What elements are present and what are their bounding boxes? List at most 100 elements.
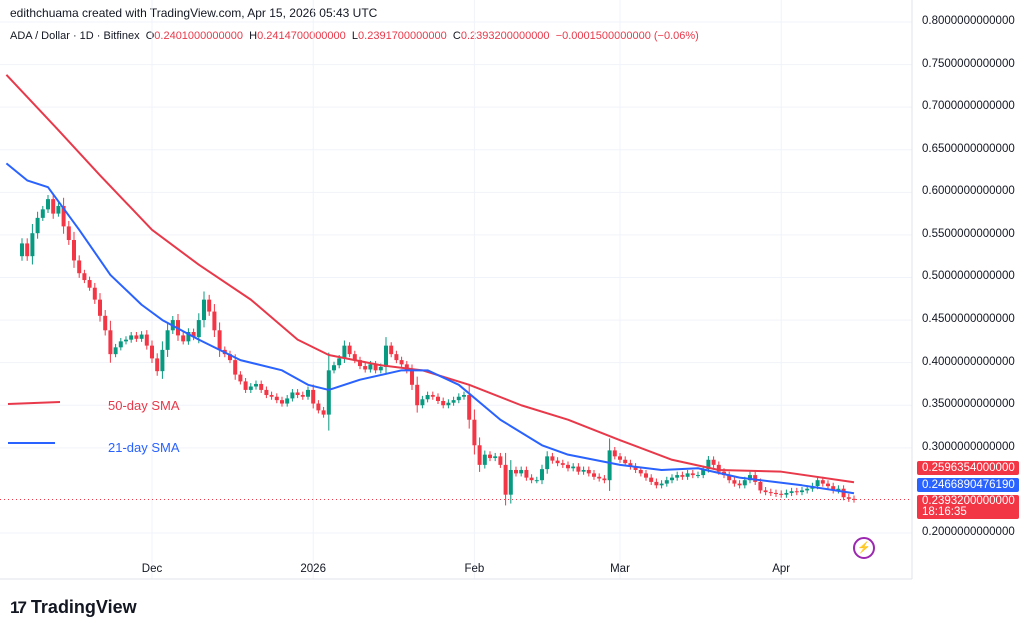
change-value: −0.0001500000000 (−0.06%) [555,30,699,42]
candles [20,193,856,506]
candle-body [716,464,721,472]
candle-body [545,456,550,470]
logo-text: TradingView [30,597,137,617]
candle-body [820,480,825,484]
candle-body [472,419,477,446]
price-tick-label: 0.3000000000000 [922,440,1015,453]
candle-body [633,466,638,470]
candle-body [831,486,836,491]
symbol-legend: ADA / Dollar · 1D · Bitfinex O0.24010000… [10,30,699,42]
open-value: 0.2401000000000 [154,30,243,42]
candle-body [560,463,565,465]
candle-body [690,473,695,476]
tradingview-logo[interactable]: 17 TradingView [10,597,137,618]
price-tick-label: 0.8000000000000 [922,14,1015,27]
candle-body [462,395,466,397]
candle-body [56,205,61,214]
high-value: 0.2414700000000 [257,30,346,42]
candle-body [607,450,612,481]
candle-body [290,392,295,399]
candle-body [134,335,139,339]
candle-body [280,400,284,404]
candle-body [758,481,763,491]
grid [0,0,912,579]
candle-body [378,366,383,371]
price-tick-label: 0.6000000000000 [922,185,1015,198]
candle-body [415,384,420,406]
candle-body [243,381,248,390]
candle-body [685,473,690,477]
candle-body [612,450,617,457]
sma21-legend-label: 21-day SMA [108,440,180,455]
candle-body [108,330,113,355]
candle-body [321,410,326,415]
candle-body [233,360,238,375]
symbol-name[interactable]: ADA / Dollar · 1D · Bitfinex [10,30,140,42]
candle-body [571,466,576,469]
candle-body [649,477,654,482]
candle-body [654,481,659,486]
price-tick-label: 0.7500000000000 [922,57,1015,70]
candle-body [576,466,581,472]
candle-body [519,469,524,474]
candle-body [488,454,492,459]
candle-body [446,402,451,406]
candle-body [103,315,108,331]
sma50-price-label: 0.2596354000000 [917,461,1019,475]
candle-body [98,299,102,316]
candle-body [503,464,508,495]
close-label: C [452,30,461,42]
candle-body [92,287,97,300]
time-tick-label: 2026 [300,563,326,575]
candle-body [363,366,368,370]
candle-body [664,480,669,484]
candle-body [311,389,316,404]
candle-body [399,360,404,365]
candle-body [326,370,331,415]
candle-body [248,386,253,390]
candle-body [347,345,352,355]
candle-body [644,473,648,478]
candle-body [61,205,66,227]
candle-body [742,480,747,486]
candle-body [254,383,258,387]
close-value: 0.2393200000000 [460,30,550,42]
price-tick-label: 0.5000000000000 [922,270,1015,283]
chart-credit: edithchuama created with TradingView.com… [10,6,378,20]
candle-body [20,243,24,257]
candle-body [295,392,300,396]
candle-body [852,498,856,500]
candle-body [763,490,768,493]
candle-body [628,463,633,467]
candle-body [727,475,732,481]
candle-body [701,469,706,476]
candle-body [358,360,362,367]
price-tick-label: 0.6500000000000 [922,142,1015,155]
candle-body [602,478,607,481]
candle-body [467,395,472,420]
candle-body [477,445,482,465]
candle-body [597,476,602,479]
candle-body [46,199,50,210]
sma-lines [5,74,855,495]
candle-body [696,475,700,477]
candle-body [794,491,799,493]
candle-body [124,339,128,342]
candle-body [144,334,149,346]
sma50-legend-label: 50-day SMA [108,398,180,413]
last-price: 0.2393200000000 [922,495,1015,507]
candle-body [87,280,92,288]
price-tick-label: 0.4500000000000 [922,313,1015,326]
candle-body [623,459,628,464]
candle-body [30,233,35,257]
candle-body [337,358,342,366]
last-price-label: 0.2393200000000 18:16:35 [917,495,1019,519]
candle-body [529,477,534,481]
candle-body [118,341,123,348]
candle-body [191,331,196,338]
candle-body [789,491,794,493]
lightning-icon[interactable]: ⚡ [853,537,875,559]
candle-body [425,395,430,400]
candle-body [207,299,212,312]
